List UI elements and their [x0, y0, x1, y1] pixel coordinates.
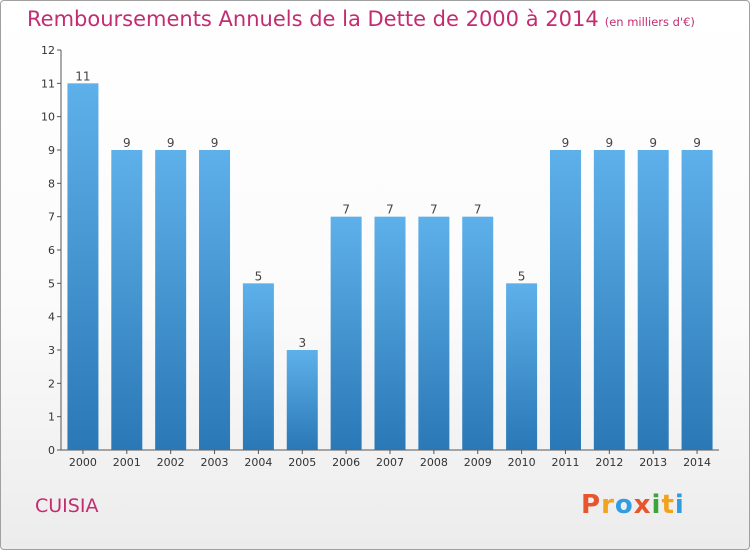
x-tick-label-2009: 2009 — [464, 456, 492, 469]
data-label-2004: 5 — [255, 269, 263, 283]
data-label-2011: 9 — [562, 136, 570, 150]
x-tick-label-2011: 2011 — [551, 456, 579, 469]
bar-2000 — [67, 83, 99, 450]
y-tick-label: 5 — [48, 277, 55, 290]
x-tick-label-2010: 2010 — [508, 456, 536, 469]
bar-2008 — [418, 216, 450, 450]
data-label-2013: 9 — [649, 136, 657, 150]
bar-2012 — [593, 150, 625, 450]
x-tick-label-2004: 2004 — [244, 456, 272, 469]
data-label-2006: 7 — [342, 203, 350, 217]
y-tick-label: 12 — [41, 44, 55, 57]
bar-2014 — [681, 150, 713, 450]
data-label-2007: 7 — [386, 203, 394, 217]
logo-letter: o — [614, 490, 634, 520]
x-tick-label-2000: 2000 — [69, 456, 97, 469]
bar-layer — [67, 83, 713, 450]
data-label-2012: 9 — [606, 136, 614, 150]
data-label-2001: 9 — [123, 136, 131, 150]
x-tick-label-2012: 2012 — [595, 456, 623, 469]
label-layer: 11 9 9 9 5 3 7 7 7 7 5 9 9 9 9 — [75, 69, 701, 350]
logo-letter: r — [601, 490, 615, 520]
logo-letter: i — [674, 490, 685, 520]
bar-2001 — [111, 150, 143, 450]
y-tick-label: 1 — [48, 411, 55, 424]
x-tick-label-2002: 2002 — [157, 456, 185, 469]
y-tick-label: 9 — [48, 144, 55, 157]
logo-letter: t — [661, 490, 675, 520]
data-label-2002: 9 — [167, 136, 175, 150]
x-tick-label-2008: 2008 — [420, 456, 448, 469]
y-tick-label: 11 — [41, 77, 55, 90]
logo-letter: P — [581, 490, 602, 520]
bar-2013 — [637, 150, 669, 450]
data-label-2008: 7 — [430, 203, 438, 217]
chart-title: Remboursements Annuels de la Dette de 20… — [27, 7, 695, 31]
data-label-2005: 3 — [298, 336, 306, 350]
logo-letter: x — [633, 490, 652, 520]
y-tick-label: 3 — [48, 344, 55, 357]
bar-2007 — [374, 216, 406, 450]
commune-name: CUISIA — [35, 495, 99, 517]
x-tick-label-2013: 2013 — [639, 456, 667, 469]
x-tick-label-2014: 2014 — [683, 456, 711, 469]
bar-2003 — [199, 150, 231, 450]
data-label-2014: 9 — [693, 136, 701, 150]
x-tick-label-2007: 2007 — [376, 456, 404, 469]
bar-2009 — [462, 216, 494, 450]
y-tick-label: 6 — [48, 244, 55, 257]
bar-2011 — [549, 150, 581, 450]
bar-2002 — [155, 150, 187, 450]
bar-2006 — [330, 216, 362, 450]
x-tick-label-2006: 2006 — [332, 456, 360, 469]
x-tick-label-2001: 2001 — [113, 456, 141, 469]
y-tick-label: 7 — [48, 211, 55, 224]
y-tick-label: 4 — [48, 311, 55, 324]
y-tick-label: 10 — [41, 111, 55, 124]
data-label-2000: 11 — [75, 69, 90, 83]
bar-2004 — [242, 283, 274, 450]
title-main: Remboursements Annuels de la Dette de 20… — [27, 7, 599, 31]
data-label-2003: 9 — [211, 136, 219, 150]
y-tick-label: 0 — [48, 444, 55, 457]
y-tick-label: 2 — [48, 377, 55, 390]
title-unit: (en milliers d'€) — [604, 15, 695, 29]
data-label-2009: 7 — [474, 203, 482, 217]
bar-2005 — [286, 350, 318, 450]
data-label-2010: 5 — [518, 269, 526, 283]
x-tick-label-2005: 2005 — [288, 456, 316, 469]
logo-letter: i — [651, 490, 662, 520]
proxiti-logo: Proxiti — [581, 490, 685, 520]
y-tick-label: 8 — [48, 177, 55, 190]
x-tick-label-2003: 2003 — [201, 456, 229, 469]
bar-2010 — [506, 283, 538, 450]
